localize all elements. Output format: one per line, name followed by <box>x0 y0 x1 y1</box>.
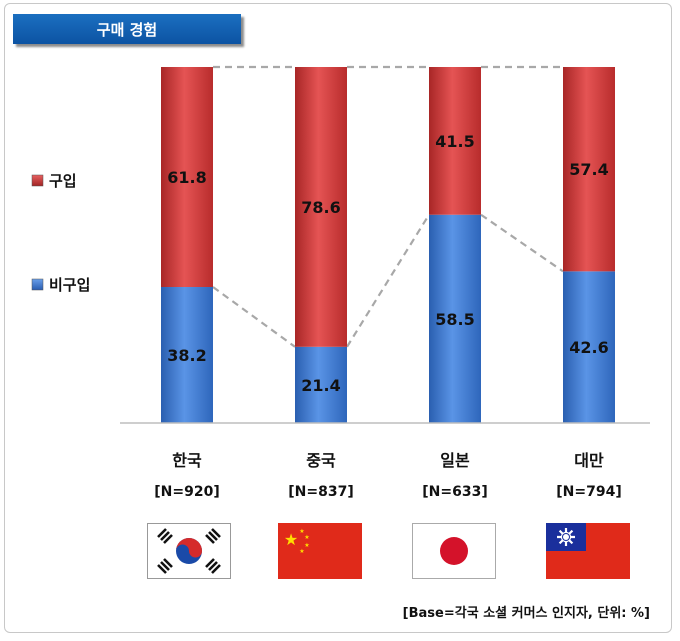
category-label-0: 한국 <box>172 451 202 470</box>
japan-flag-icon <box>412 523 496 579</box>
series-connector-lines <box>212 65 564 348</box>
category-label-3: 대만 <box>574 451 604 470</box>
data-label-nonpurchase-0: 38.2 <box>167 346 206 365</box>
bar-nonpurchase-3 <box>563 271 615 423</box>
svg-text:★: ★ <box>299 528 304 535</box>
data-label-nonpurchase-1: 21.4 <box>301 376 340 395</box>
data-label-purchase-2: 41.5 <box>435 132 474 151</box>
bar-purchase-3 <box>563 67 615 272</box>
bar-nonpurchase-1 <box>295 346 347 423</box>
bar-purchase-1 <box>295 67 347 347</box>
bar-purchase-0 <box>161 67 213 288</box>
data-label-purchase-3: 57.4 <box>569 160 608 179</box>
sample-size-label-0: [N=920] <box>154 484 219 500</box>
sample-size-label-3: [N=794] <box>556 484 621 500</box>
taiwan-flag-icon <box>546 523 630 579</box>
data-labels-group: 38.2 61.8 21.4 78.6 58.5 41.5 42.6 57.4 <box>167 132 608 395</box>
data-label-purchase-0: 61.8 <box>167 168 206 187</box>
legend-item-nonpurchase-label: 비구입 <box>49 276 90 294</box>
sample-size-label-1: [N=837] <box>288 484 353 500</box>
svg-text:★: ★ <box>284 530 298 549</box>
svg-text:★: ★ <box>304 534 309 541</box>
bars-group <box>161 67 615 423</box>
legend-item-purchase-label: 구입 <box>49 172 77 190</box>
data-label-purchase-1: 78.6 <box>301 198 340 217</box>
data-label-nonpurchase-2: 58.5 <box>435 310 474 329</box>
legend-item-purchase-swatch <box>31 174 44 187</box>
boundary-connector-2 <box>480 213 564 273</box>
boundary-connector-1 <box>346 214 430 348</box>
category-label-1: 중국 <box>306 451 336 470</box>
footnote: [Base=각국 소셜 커머스 인지자, 단위: %] <box>402 606 650 621</box>
south-korea-flag-icon <box>147 523 231 579</box>
data-label-nonpurchase-3: 42.6 <box>569 338 608 357</box>
boundary-connector-0 <box>212 286 296 348</box>
sample-size-label-2: [N=633] <box>422 484 487 500</box>
bar-nonpurchase-0 <box>161 287 213 423</box>
category-labels-group: 한국 [N=920] 중국 [N=837] 일본 [N=633] 대만 [N=794] <box>154 451 621 500</box>
china-flag-icon: ★ ★ ★ ★ ★ <box>278 523 362 579</box>
category-label-2: 일본 <box>440 451 470 470</box>
bar-purchase-2 <box>429 67 481 215</box>
svg-text:★: ★ <box>304 542 309 549</box>
svg-text:★: ★ <box>299 548 304 555</box>
bar-nonpurchase-2 <box>429 214 481 423</box>
legend-item-nonpurchase-swatch <box>31 278 44 291</box>
chart-title: 구매 경험 <box>13 14 241 44</box>
